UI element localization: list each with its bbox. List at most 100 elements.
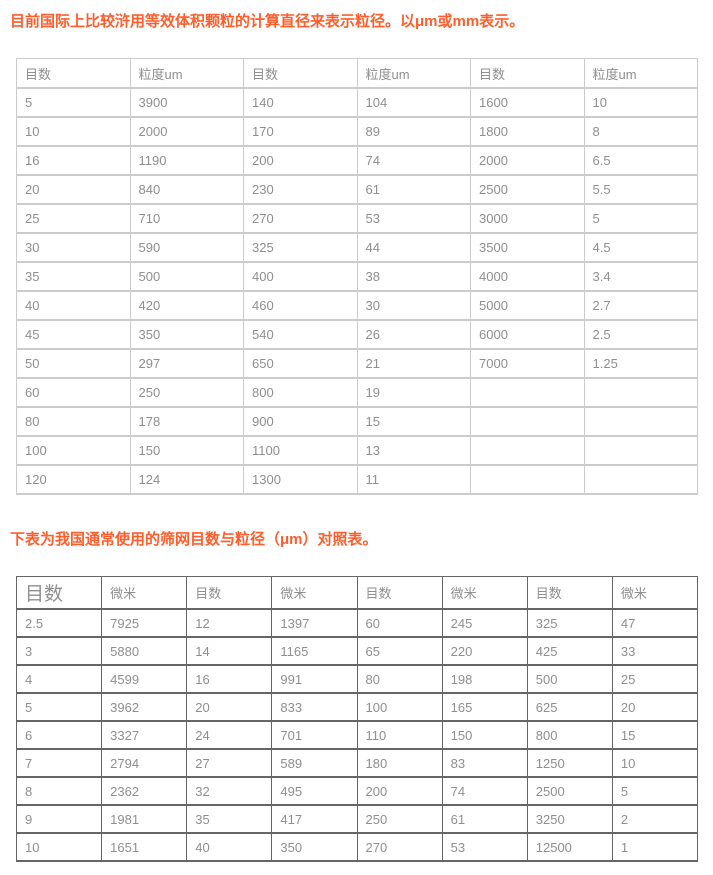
- table-row: 4 4599 16 991 80 198 500 25: [15, 664, 699, 694]
- column-header: 粒度um: [583, 58, 698, 89]
- table-cell: 2.7: [583, 290, 698, 321]
- table-cell: 1190: [129, 145, 244, 176]
- table-cell: 5880: [101, 636, 188, 666]
- table-cell: 1250: [526, 748, 613, 778]
- table-cell: 1100: [243, 435, 358, 466]
- table-cell: 7000: [470, 348, 585, 379]
- table-cell: 270: [243, 203, 358, 234]
- table-cell: 2000: [129, 116, 244, 147]
- table-cell: 65: [356, 636, 443, 666]
- table-cell: 150: [129, 435, 244, 466]
- table-row: 45 350 540 26 6000 2.5: [16, 319, 698, 350]
- table-cell: 710: [129, 203, 244, 234]
- table-cell: 40: [16, 290, 131, 321]
- table-cell: 6.5: [583, 145, 698, 176]
- table-cell: 325: [243, 232, 358, 263]
- table-cell: 40: [186, 832, 273, 862]
- intro-paragraph: 目前国际上比较浒用等效体积颗粒的计算直径来表示粒径。以μm或mm表示。: [10, 13, 525, 30]
- table-cell: 3250: [526, 804, 613, 834]
- table-cell: 200: [243, 145, 358, 176]
- table-cell: 3: [15, 636, 103, 666]
- table-cell: 74: [356, 145, 471, 176]
- column-header: 目数: [243, 58, 358, 89]
- table-cell: 625: [526, 692, 613, 722]
- table-cell: 900: [243, 406, 358, 437]
- table-cell: [470, 464, 585, 495]
- table-cell: 60: [16, 377, 131, 408]
- table-cell: 220: [441, 636, 528, 666]
- table-cell: 61: [441, 804, 528, 834]
- column-header: 微米: [611, 576, 699, 610]
- table-cell: 1.25: [583, 348, 698, 379]
- table-cell: 2.5: [583, 319, 698, 350]
- table-row: 5 3900 140 104 1600 10: [16, 87, 698, 118]
- table-row: 6 3327 24 701 110 150 800 15: [15, 720, 699, 750]
- table-cell: 178: [129, 406, 244, 437]
- table-cell: 3327: [101, 720, 188, 750]
- table-cell: 650: [243, 348, 358, 379]
- table-cell: 20: [16, 174, 131, 205]
- table-cell: [583, 435, 698, 466]
- table-row: 5 3962 20 833 100 165 625 20: [15, 692, 699, 722]
- table-cell: 250: [356, 804, 443, 834]
- table-cell: 12500: [526, 832, 613, 862]
- table-row: 100 150 1100 13: [16, 435, 698, 466]
- table-cell: 417: [271, 804, 358, 834]
- table-cell: 2362: [101, 776, 188, 806]
- table-row: 10 2000 170 89 1800 8: [16, 116, 698, 147]
- column-header: 目数: [15, 576, 103, 610]
- table-cell: [470, 406, 585, 437]
- table-cell: 9: [15, 804, 103, 834]
- table-cell: 3.4: [583, 261, 698, 292]
- table-cell: 30: [356, 290, 471, 321]
- table-cell: 500: [526, 664, 613, 694]
- table-cell: 2.5: [15, 608, 103, 638]
- column-header: 粒度um: [129, 58, 244, 89]
- table-cell: 26: [356, 319, 471, 350]
- table-cell: 3962: [101, 692, 188, 722]
- table-row: 30 590 325 44 3500 4.5: [16, 232, 698, 263]
- table-cell: 27: [186, 748, 273, 778]
- table-cell: 250: [129, 377, 244, 408]
- table-cell: 5: [611, 776, 699, 806]
- table-cell: 589: [271, 748, 358, 778]
- table-cell: 33: [611, 636, 699, 666]
- table-cell: 6000: [470, 319, 585, 350]
- header-row: 目数 粒度um 目数 粒度um 目数 粒度um: [16, 58, 698, 89]
- table-cell: 5: [16, 87, 131, 118]
- table-cell: 5: [15, 692, 103, 722]
- table-cell: 150: [441, 720, 528, 750]
- column-header: 目数: [186, 576, 273, 610]
- table-cell: 53: [441, 832, 528, 862]
- table-cell: [470, 435, 585, 466]
- table-cell: 270: [356, 832, 443, 862]
- second-intro-paragraph: 下表为我国通常使用的筛网目数与粒径（μm）对照表。: [10, 531, 378, 548]
- column-header: 微米: [101, 576, 188, 610]
- table-cell: 1651: [101, 832, 188, 862]
- table-cell: 2794: [101, 748, 188, 778]
- table-cell: 80: [16, 406, 131, 437]
- table-cell: 83: [441, 748, 528, 778]
- table-cell: 10: [16, 116, 131, 147]
- table-cell: [583, 377, 698, 408]
- table-cell: 1981: [101, 804, 188, 834]
- table-cell: 20: [611, 692, 699, 722]
- table-cell: 89: [356, 116, 471, 147]
- table-cell: 19: [356, 377, 471, 408]
- table-cell: 590: [129, 232, 244, 263]
- column-header: 微米: [271, 576, 358, 610]
- table-cell: 1800: [470, 116, 585, 147]
- table-cell: 350: [271, 832, 358, 862]
- table-cell: 230: [243, 174, 358, 205]
- table-cell: 21: [356, 348, 471, 379]
- table-cell: 800: [243, 377, 358, 408]
- table-cell: 16: [186, 664, 273, 694]
- table-cell: 100: [356, 692, 443, 722]
- table-cell: 14: [186, 636, 273, 666]
- table-row: 9 1981 35 417 250 61 3250 2: [15, 804, 699, 834]
- table-cell: 38: [356, 261, 471, 292]
- table-cell: 25: [611, 664, 699, 694]
- table-cell: 180: [356, 748, 443, 778]
- table-cell: 120: [16, 464, 131, 495]
- table-cell: 35: [16, 261, 131, 292]
